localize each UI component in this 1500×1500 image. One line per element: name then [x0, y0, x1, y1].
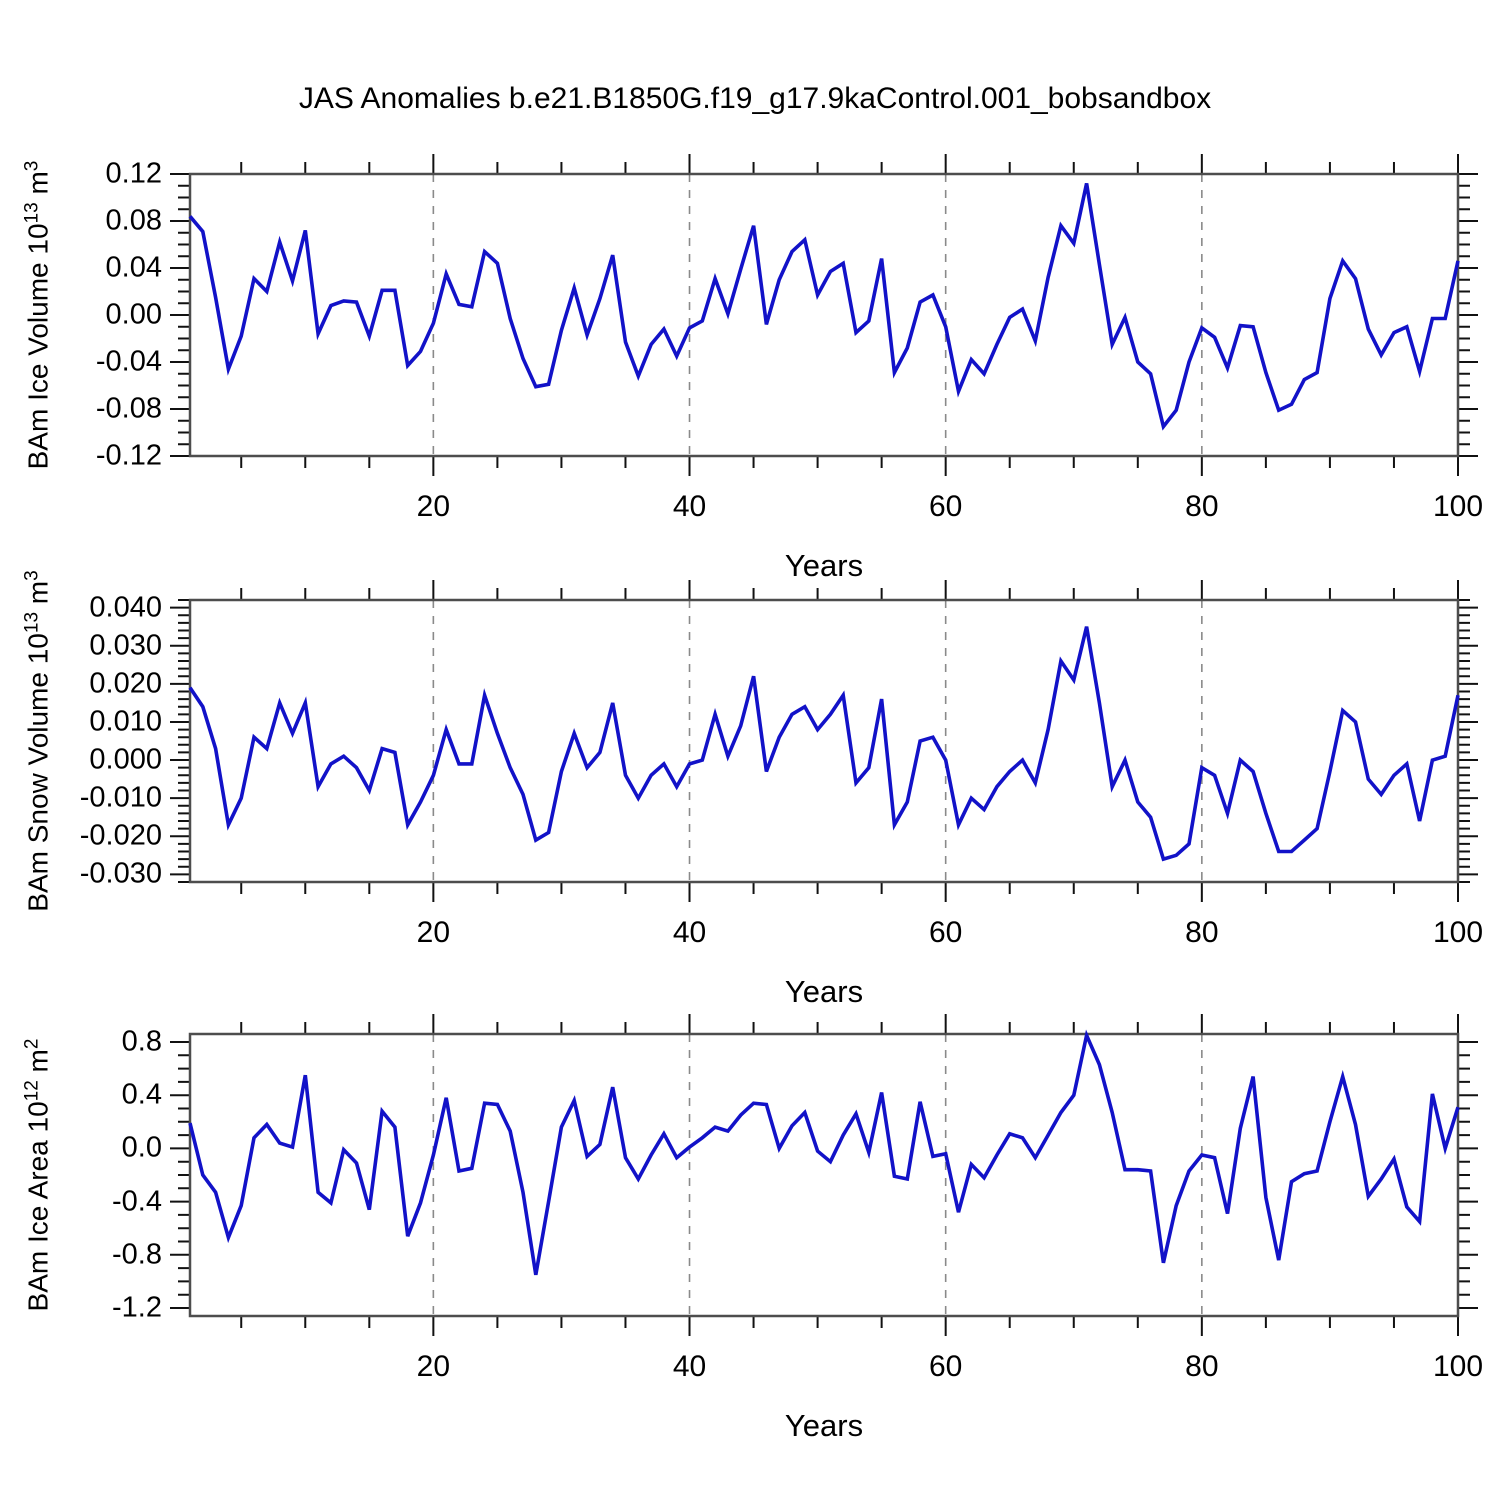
x-axis-title-years-2: Years	[784, 974, 864, 1009]
y-tick-label: 0.12	[105, 157, 162, 190]
y-tick-label: -0.020	[79, 819, 162, 852]
y-tick-label: -1.2	[112, 1291, 162, 1324]
y-tick-label: -0.04	[95, 345, 162, 378]
gridlines	[432, 1034, 1203, 1316]
plot-frame	[188, 598, 1460, 884]
unit-text: m	[22, 1049, 54, 1081]
x-tick-label: 40	[672, 1350, 707, 1383]
y-axis-title-text: BAm Ice Volume 10	[22, 223, 54, 470]
y-tick-label: -0.010	[79, 781, 162, 814]
y-tick-label: -0.8	[112, 1238, 162, 1271]
y-axis-title-ice-area: BAm Ice Area 1012 m2	[21, 1039, 54, 1312]
panel-2	[170, 580, 1478, 902]
x-tick-label: 20	[416, 916, 451, 949]
unit-text: m	[22, 171, 54, 203]
y-tick-label: 0.4	[121, 1078, 162, 1111]
unit-text: m	[22, 580, 54, 612]
y-tick-label: -0.4	[112, 1185, 162, 1218]
y-tick-label: 0.00	[105, 298, 162, 331]
y-tick-label: 0.0	[121, 1131, 162, 1164]
gridlines	[432, 174, 1203, 456]
y-tick-label: -0.08	[95, 392, 162, 425]
series-line-2	[188, 626, 1460, 862]
panel-1	[170, 154, 1478, 476]
y-axis-title-text: BAm Snow Volume 10	[22, 633, 54, 912]
y-axis-title-snow-volume: BAm Snow Volume 1013 m3	[21, 570, 54, 911]
y-tick-label: 0.040	[89, 591, 162, 624]
x-tick-label: 100	[1432, 490, 1484, 523]
axis-ticks	[170, 580, 1478, 902]
series-line-3	[188, 1029, 1460, 1276]
x-tick-label: 80	[1185, 916, 1219, 949]
exponent-text: 13	[21, 202, 43, 224]
x-tick-label: 20	[416, 1350, 451, 1383]
x-tick-label: 20	[416, 490, 451, 523]
y-tick-label: 0.010	[89, 705, 162, 738]
y-tick-label: 0.030	[89, 629, 162, 662]
x-axis-title-years-1: Years	[784, 548, 864, 583]
y-axis-title-ice-volume: BAm Ice Volume 1013 m3	[21, 161, 54, 470]
y-tick-label: 0.8	[121, 1025, 162, 1058]
exponent-text: 13	[21, 611, 43, 634]
chart-title: JAS Anomalies b.e21.B1850G.f19_g17.9kaCo…	[298, 82, 1212, 115]
x-tick-label: 40	[672, 490, 707, 523]
y-tick-label: 0.020	[89, 667, 162, 700]
y-tick-label: 0.08	[105, 204, 162, 237]
plot-frame	[188, 172, 1460, 458]
x-tick-label: 60	[928, 490, 963, 523]
x-tick-label: 60	[928, 1350, 963, 1383]
unit-exponent-text: 3	[21, 160, 43, 172]
panel-3	[170, 1014, 1478, 1336]
axis-ticks	[170, 154, 1478, 476]
gridlines	[432, 600, 1203, 882]
x-tick-label: 80	[1185, 1350, 1219, 1383]
plot-frame	[188, 1032, 1460, 1318]
x-tick-label: 60	[928, 916, 963, 949]
y-tick-label: 0.04	[105, 251, 162, 284]
unit-exponent-text: 3	[21, 570, 43, 581]
series-line-1	[188, 183, 1460, 431]
exponent-text: 12	[21, 1080, 43, 1102]
unit-exponent-text: 2	[21, 1038, 43, 1050]
axis-ticks	[170, 1014, 1478, 1336]
y-tick-label: -0.030	[79, 857, 162, 890]
x-tick-label: 100	[1432, 1350, 1484, 1383]
x-tick-label: 100	[1432, 916, 1484, 949]
y-tick-label: -0.12	[95, 439, 162, 472]
x-tick-label: 80	[1185, 490, 1219, 523]
x-axis-title-years-3: Years	[784, 1408, 864, 1443]
y-tick-label: 0.000	[89, 743, 162, 776]
x-tick-label: 40	[672, 916, 707, 949]
y-axis-title-text: BAm Ice Area 10	[22, 1101, 54, 1312]
